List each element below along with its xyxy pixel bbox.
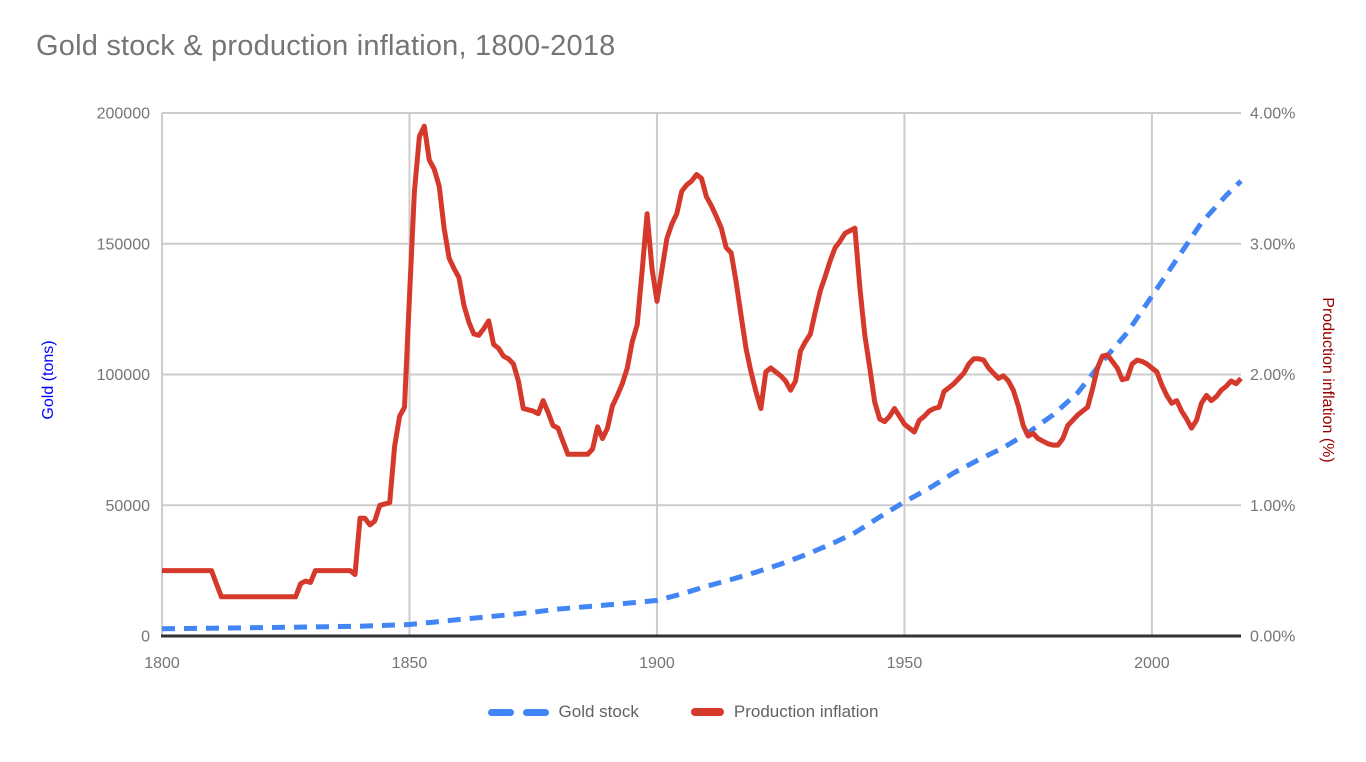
right-axis-tick-label: 3.00%	[1250, 236, 1295, 253]
gold-stock-dash-swatch	[487, 708, 514, 716]
left-axis-tick-label: 200000	[97, 106, 150, 123]
legend-label-gold-stock: Gold stock	[558, 702, 639, 721]
left-axis-tick-label: 50000	[106, 498, 151, 515]
legend-label-production-inflation: Production inflation	[733, 702, 879, 721]
left-axis-title: Gold (tons)	[40, 340, 57, 420]
left-axis-tick-label: 150000	[97, 236, 150, 253]
right-axis-tick-label: 0.00%	[1250, 629, 1295, 646]
series-gold-stock[interactable]	[161, 179, 1243, 632]
x-axis-tick-label: 1850	[392, 655, 428, 672]
x-axis-tick-label: 1900	[639, 655, 675, 672]
right-axis-tick-label: 1.00%	[1250, 498, 1295, 515]
right-axis-tick-label: 2.00%	[1250, 367, 1295, 384]
x-axis-tick-label: 1950	[887, 655, 923, 672]
gold-stock-dash-swatch	[522, 708, 549, 716]
series-production-inflation[interactable]	[162, 123, 1243, 600]
x-axis-tick-label: 2000	[1134, 655, 1170, 672]
right-axis-title: Production inflation (%)	[1319, 297, 1336, 463]
chart-title: Gold stock & production inflation, 1800-…	[36, 30, 616, 62]
left-axis-tick-label: 100000	[97, 367, 150, 384]
production-inflation-dash-swatch	[690, 708, 724, 716]
left-axis-tick-label: 0	[141, 629, 150, 646]
legend: Gold stock Production inflation	[0, 700, 1366, 724]
legend-item-gold-stock[interactable]: Gold stock	[487, 702, 639, 722]
x-axis-tick-label: 1800	[144, 655, 180, 672]
legend-item-production-inflation[interactable]: Production inflation	[690, 702, 879, 722]
right-axis-tick-label: 4.00%	[1250, 106, 1295, 123]
